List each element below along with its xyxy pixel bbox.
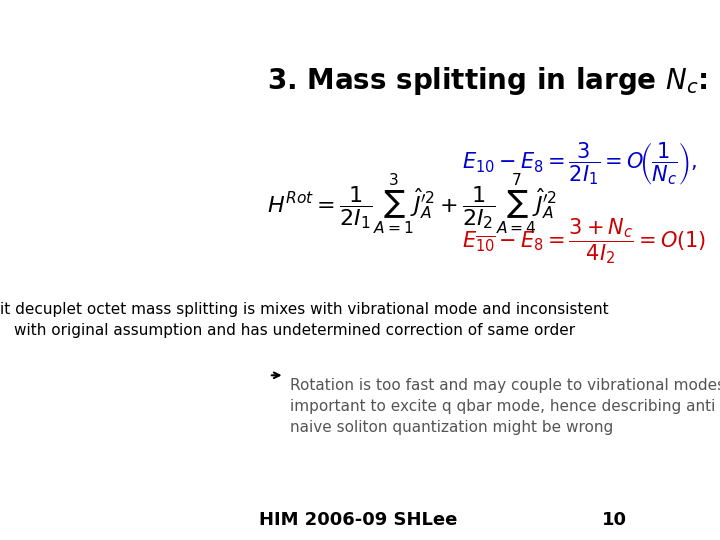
- Text: Rotation is too fast and may couple to vibrational modes, which might be
importa: Rotation is too fast and may couple to v…: [290, 378, 720, 435]
- Text: $H^{Rot} = \dfrac{1}{2I_1}\sum_{A=1}^{3}\hat{J}^{\prime 2}_A + \dfrac{1}{2I_2}\s: $H^{Rot} = \dfrac{1}{2I_1}\sum_{A=1}^{3}…: [267, 173, 557, 237]
- Text: $E_{\overline{10}} - E_8 = \dfrac{3 + N_c}{4I_2} = O(1)$: $E_{\overline{10}} - E_8 = \dfrac{3 + N_…: [462, 216, 707, 266]
- Text: Anit decuplet octet mass splitting is mixes with vibrational mode and inconsiste: Anit decuplet octet mass splitting is mi…: [0, 302, 608, 339]
- Text: HIM 2006-09 SHLee: HIM 2006-09 SHLee: [259, 511, 457, 529]
- Text: $E_{10} - E_8 = \dfrac{3}{2I_1} = O\!\left(\dfrac{1}{N_c}\right),$: $E_{10} - E_8 = \dfrac{3}{2I_1} = O\!\le…: [462, 140, 698, 187]
- Text: 3. Mass splitting in large $N_c$:: 3. Mass splitting in large $N_c$:: [267, 65, 708, 97]
- Text: 10: 10: [602, 511, 627, 529]
